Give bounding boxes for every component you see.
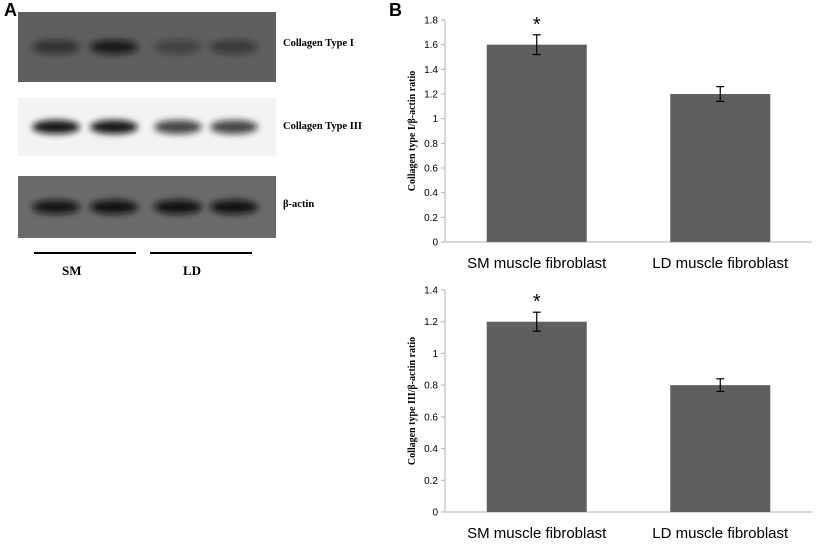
panel-a-letter: A (4, 0, 17, 20)
category-label-1: SM muscle fibroblast (467, 525, 607, 542)
y-tick-label: 1.6 (424, 40, 438, 51)
group-label-ld: LD (183, 263, 202, 278)
group-line-sm (34, 252, 136, 254)
category-label-1: SM muscle fibroblast (467, 255, 607, 272)
blot-beta-actin (18, 176, 276, 238)
y-tick-label: 0.8 (424, 139, 438, 150)
error-bar-1 (532, 311, 541, 332)
y-tick-label: 0.4 (424, 188, 438, 199)
y-tick-label: 0.8 (424, 381, 438, 392)
blot-collagen-type-3 (18, 98, 276, 156)
y-tick-label: 1.8 (424, 16, 438, 27)
y-tick-label: 0.4 (424, 444, 438, 455)
y-tick-label: 0.2 (424, 476, 438, 487)
blot-band-lane-2 (90, 40, 138, 54)
panel-b-letter: B (389, 0, 402, 20)
bar-1 (486, 44, 587, 242)
blot-band-lane-2 (90, 120, 138, 134)
y-tick-label: 1 (432, 114, 438, 125)
group-label-sm: SM (62, 263, 82, 278)
error-bar-2 (716, 85, 725, 103)
significance-marker-1: * (533, 14, 541, 36)
blot-band-lane-2 (90, 200, 138, 214)
y-tick-label: 0 (432, 238, 438, 249)
y-tick-label: 0.6 (424, 412, 438, 423)
y-tick-label: 1.4 (424, 286, 438, 297)
chart-collagen-type-3: 0 0.2 0.4 0.6 0.8 1 1.2 1.4 Collagen type III/β-… (407, 286, 812, 542)
blot-label-beta-actin: β-actin (283, 199, 315, 210)
y-tick-label: 0 (432, 508, 438, 519)
bar-2 (670, 385, 771, 512)
blot-band-lane-1 (32, 120, 80, 134)
y-tick-label: 1.2 (424, 317, 438, 328)
y-tick-label: 1 (432, 349, 438, 360)
significance-marker-1: * (533, 291, 541, 313)
blot-band-lane-1 (32, 40, 80, 54)
category-label-2: LD muscle fibroblast (652, 255, 789, 272)
bar-1 (486, 321, 587, 512)
category-label-2: LD muscle fibroblast (652, 525, 789, 542)
blot-label-collagen-type-1: Collagen Type I (283, 38, 354, 49)
blot-band-lane-4 (210, 120, 258, 134)
y-tick-label: 0.2 (424, 213, 438, 224)
bar-2 (670, 94, 771, 242)
blot-band-lane-1 (32, 200, 80, 214)
blot-band-lane-4 (210, 40, 258, 54)
y-tick-label: 0.6 (424, 164, 438, 175)
y-tick-label: 1.4 (424, 65, 438, 76)
y-axis-label: Collagen type I/β-actin ratio (407, 71, 418, 192)
error-bar-1 (532, 34, 541, 56)
error-bar-2 (716, 378, 725, 393)
y-tick-label: 1.2 (424, 90, 438, 101)
group-line-ld (150, 252, 252, 254)
blot-band-lane-4 (210, 200, 258, 214)
blot-label-collagen-type-3: Collagen Type III (283, 121, 362, 132)
chart-collagen-type-1: 0 0.2 0.4 0.6 0.8 1 1.2 1.4 1.6 1.8 Collagen type … (407, 14, 812, 272)
blot-band-lane-3 (154, 120, 202, 134)
blot-band-lane-3 (154, 200, 202, 214)
blot-band-lane-3 (154, 40, 202, 54)
blot-collagen-type-1 (18, 12, 276, 82)
y-axis-label: Collagen type III/β-actin ratio (407, 337, 418, 465)
